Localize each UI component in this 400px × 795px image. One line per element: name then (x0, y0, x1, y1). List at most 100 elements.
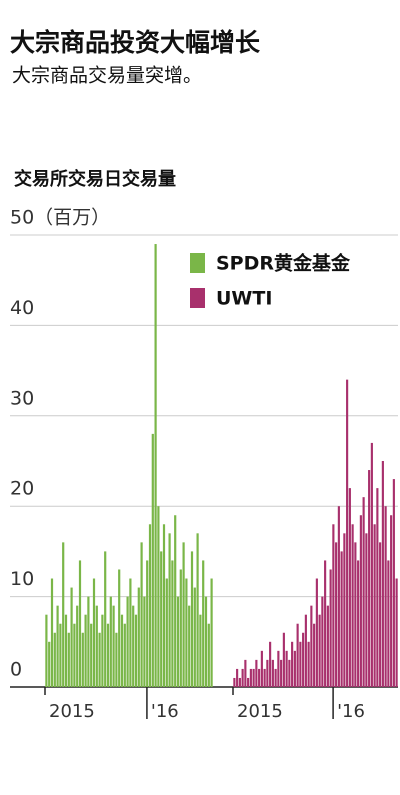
bar (293, 650, 296, 687)
bar (182, 542, 185, 687)
bar (307, 641, 310, 687)
bar (335, 542, 338, 687)
bar (266, 659, 269, 687)
bar (282, 632, 285, 687)
bar (395, 578, 398, 687)
bar (104, 551, 107, 687)
bar (202, 560, 205, 687)
bar (157, 506, 160, 687)
bar (384, 506, 387, 687)
bar (387, 560, 390, 687)
bar (277, 650, 280, 687)
bar (274, 668, 277, 687)
y-tick-label: 0 (10, 659, 22, 681)
bar (84, 614, 87, 687)
bar (115, 632, 118, 687)
bar (321, 596, 324, 687)
bar (190, 551, 194, 687)
bar (255, 659, 258, 687)
bar (148, 524, 152, 687)
bar (329, 569, 332, 687)
bar (357, 560, 360, 687)
bar (324, 560, 327, 687)
bar (129, 578, 132, 687)
bar (365, 533, 368, 687)
bar (332, 524, 335, 687)
bar (376, 488, 379, 687)
bar (348, 488, 351, 687)
bar (62, 542, 65, 687)
x-tick-label: '16 (337, 701, 365, 722)
bar (354, 542, 357, 687)
bar (118, 569, 121, 687)
bar (233, 677, 236, 687)
bar (193, 587, 196, 687)
bar (362, 497, 365, 687)
bar (45, 614, 48, 687)
x-tick-label: 2015 (237, 701, 283, 722)
bar (76, 605, 79, 687)
bar (120, 614, 124, 687)
bar (64, 614, 68, 687)
subtitle: 大宗商品交易量突增。 (12, 65, 202, 87)
bar (236, 668, 239, 687)
bar (351, 524, 354, 687)
bar (137, 587, 140, 687)
bar (271, 659, 274, 687)
bar (176, 596, 180, 687)
bar (95, 605, 98, 687)
bar (132, 605, 135, 687)
bar (346, 379, 349, 687)
bar (379, 542, 382, 687)
bar (285, 650, 288, 687)
bar (179, 569, 182, 687)
legend-swatch (190, 253, 205, 273)
bar (174, 515, 177, 687)
bar (101, 614, 104, 687)
bar (53, 632, 56, 687)
bar (146, 560, 149, 687)
bar (370, 442, 373, 687)
bar (269, 641, 272, 687)
bar (310, 605, 313, 687)
bar (315, 578, 318, 687)
bar (160, 551, 163, 687)
legend-swatch (190, 288, 205, 308)
x-tick-label: 2015 (49, 701, 95, 722)
bar (313, 623, 316, 687)
bar (188, 605, 191, 687)
y-tick-label: 50（百万） (10, 207, 110, 229)
bar (263, 668, 266, 687)
bar (340, 551, 343, 687)
bar (90, 623, 93, 687)
bar (112, 605, 115, 687)
bar (280, 659, 283, 687)
bar (337, 506, 340, 687)
bar (238, 677, 241, 687)
bar (171, 560, 174, 687)
bar (143, 596, 146, 687)
y-tick-label: 20 (10, 478, 34, 500)
bar (244, 659, 247, 687)
bar (185, 578, 188, 687)
bar (140, 542, 143, 687)
bar (106, 623, 110, 687)
bar (296, 623, 299, 687)
bar (390, 515, 393, 687)
x-tick-label: '16 (151, 701, 179, 722)
bar (241, 668, 244, 687)
bar (73, 623, 76, 687)
bar (291, 641, 294, 687)
bar (123, 623, 126, 687)
bar (48, 641, 51, 687)
bar (98, 632, 101, 687)
bar (168, 533, 171, 687)
y-tick-label: 40 (10, 297, 34, 319)
bar (196, 533, 199, 687)
bar (392, 479, 395, 687)
bar (249, 668, 252, 687)
bar (81, 632, 84, 687)
bar (70, 587, 73, 687)
chart-title: 交易所交易日交易量 (14, 168, 176, 190)
bar (92, 578, 96, 687)
